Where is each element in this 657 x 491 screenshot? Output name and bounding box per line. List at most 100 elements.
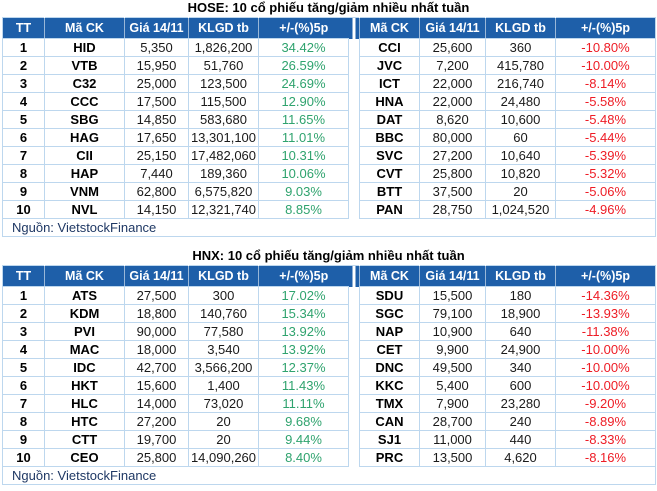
table-row: 1 ATS 27,500 300 17.02% SDU 15,500 180 -14.36% [2,286,656,305]
header-price: Giá 14/11 [124,265,189,287]
column-divider [348,412,360,431]
price-cell: 5,400 [419,376,486,395]
column-divider [348,17,360,39]
price-cell: 14,000 [124,394,189,413]
volume-cell: 24,900 [485,340,556,359]
volume-cell: 10,640 [485,146,556,165]
change-pct-cell: -10.00% [555,56,656,75]
change-pct-cell: -4.96% [555,200,656,219]
ticker-cell: C32 [44,74,125,93]
hnx-table: TT Mã CK Giá 14/11 KLGD tb +/-(%)5p Mã CK Giá … [2,265,656,485]
change-pct-cell: -10.00% [555,358,656,377]
header-price: Giá 14/11 [124,17,189,39]
column-divider [348,164,360,183]
price-cell: 90,000 [124,322,189,341]
hose-header-row: TT Mã CK Giá 14/11 KLGD tb +/-(%)5p Mã CK Giá … [2,17,656,39]
price-cell: 18,800 [124,304,189,323]
price-cell: 10,900 [419,322,486,341]
hose-table-body: 1 HID 5,350 1,826,200 34.42% CCI 25,600 360 -10.… [2,38,656,219]
rank-cell: 5 [2,358,45,377]
rank-cell: 9 [2,182,45,201]
ticker-cell: DNC [359,358,420,377]
table-row: 8 HTC 27,200 20 9.68% CAN 28,700 240 -8.89% [2,412,656,431]
header-ticker: Mã CK [359,265,420,287]
change-pct-cell: -5.58% [555,92,656,111]
ticker-cell: HTC [44,412,125,431]
rank-cell: 10 [2,200,45,219]
column-divider [348,394,360,413]
volume-cell: 640 [485,322,556,341]
volume-cell: 4,620 [485,448,556,467]
price-cell: 14,850 [124,110,189,129]
header-change: +/-(%)5p [258,17,349,39]
volume-cell: 340 [485,358,556,377]
change-pct-cell: -10.80% [555,38,656,57]
rank-cell: 5 [2,110,45,129]
column-divider [348,128,360,147]
volume-cell: 1,024,520 [485,200,556,219]
price-cell: 17,500 [124,92,189,111]
ticker-cell: JVC [359,56,420,75]
volume-cell: 60 [485,128,556,147]
table-row: 2 VTB 15,950 51,760 26.59% JVC 7,200 415,780 -10… [2,56,656,75]
ticker-cell: SGC [359,304,420,323]
column-divider [348,146,360,165]
ticker-cell: MAC [44,340,125,359]
header-change: +/-(%)5p [555,265,656,287]
volume-cell: 140,760 [188,304,259,323]
price-cell: 19,700 [124,430,189,449]
column-divider [348,265,360,287]
hnx-source-row: Nguồn: VietstockFinance [2,466,656,485]
rank-cell: 8 [2,164,45,183]
table-row: 5 SBG 14,850 583,680 11.65% DAT 8,620 10,600 -5.… [2,110,656,129]
header-ticker: Mã CK [44,17,125,39]
change-pct-cell: 8.40% [258,448,349,467]
rank-cell: 1 [2,38,45,57]
price-cell: 5,350 [124,38,189,57]
rank-cell: 3 [2,322,45,341]
table-row: 9 CTT 19,700 20 9.44% SJ1 11,000 440 -8.33% [2,430,656,449]
price-cell: 49,500 [419,358,486,377]
rank-cell: 2 [2,56,45,75]
price-cell: 22,000 [419,92,486,111]
header-price: Giá 14/11 [419,17,486,39]
change-pct-cell: -8.33% [555,430,656,449]
price-cell: 25,150 [124,146,189,165]
volume-cell: 189,360 [188,164,259,183]
volume-cell: 20 [188,412,259,431]
column-divider [348,74,360,93]
header-change: +/-(%)5p [258,265,349,287]
table-row: 2 KDM 18,800 140,760 15.34% SGC 79,100 18,900 -1… [2,304,656,323]
volume-cell: 123,500 [188,74,259,93]
price-cell: 13,500 [419,448,486,467]
volume-cell: 240 [485,412,556,431]
ticker-cell: ATS [44,286,125,305]
rank-cell: 8 [2,412,45,431]
column-divider [348,38,360,57]
price-cell: 27,500 [124,286,189,305]
header-volume: KLGD tb [188,17,259,39]
ticker-cell: CET [359,340,420,359]
ticker-cell: CCI [359,38,420,57]
price-cell: 27,200 [419,146,486,165]
price-cell: 25,800 [124,448,189,467]
header-ticker: Mã CK [44,265,125,287]
price-cell: 11,000 [419,430,486,449]
hose-board: HOSE: 10 cổ phiếu tăng/giảm nhiều nhất t… [2,1,656,237]
change-pct-cell: -8.16% [555,448,656,467]
change-pct-cell: 9.03% [258,182,349,201]
ticker-cell: PVI [44,322,125,341]
price-cell: 28,700 [419,412,486,431]
change-pct-cell: -5.48% [555,110,656,129]
ticker-cell: SVC [359,146,420,165]
rank-cell: 4 [2,92,45,111]
ticker-cell: CCC [44,92,125,111]
change-pct-cell: -5.06% [555,182,656,201]
rank-cell: 4 [2,340,45,359]
change-pct-cell: 11.65% [258,110,349,129]
change-pct-cell: -10.00% [555,340,656,359]
price-cell: 80,000 [419,128,486,147]
volume-cell: 3,566,200 [188,358,259,377]
volume-cell: 583,680 [188,110,259,129]
